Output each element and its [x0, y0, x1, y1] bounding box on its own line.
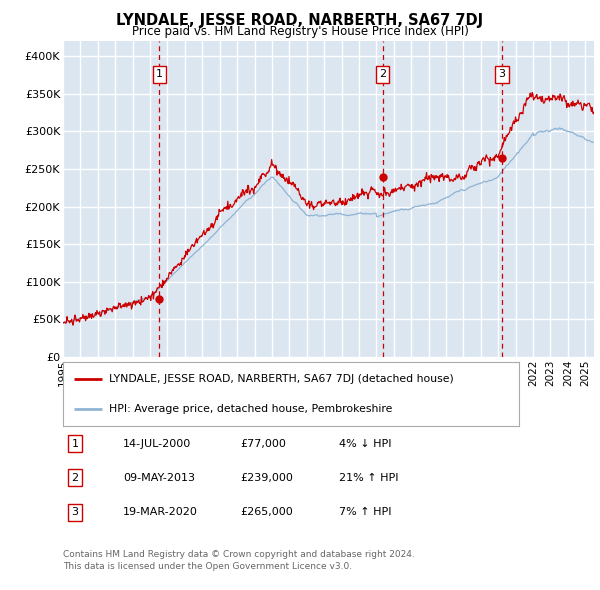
Text: This data is licensed under the Open Government Licence v3.0.: This data is licensed under the Open Gov… [63, 562, 352, 571]
Text: £265,000: £265,000 [240, 507, 293, 517]
Text: 4% ↓ HPI: 4% ↓ HPI [339, 439, 391, 448]
Text: Contains HM Land Registry data © Crown copyright and database right 2024.: Contains HM Land Registry data © Crown c… [63, 550, 415, 559]
Text: 19-MAR-2020: 19-MAR-2020 [123, 507, 198, 517]
Text: 2: 2 [71, 473, 79, 483]
Text: HPI: Average price, detached house, Pembrokeshire: HPI: Average price, detached house, Pemb… [109, 404, 392, 414]
Text: 1: 1 [71, 439, 79, 448]
Text: £77,000: £77,000 [240, 439, 286, 448]
Text: Price paid vs. HM Land Registry's House Price Index (HPI): Price paid vs. HM Land Registry's House … [131, 25, 469, 38]
Text: LYNDALE, JESSE ROAD, NARBERTH, SA67 7DJ: LYNDALE, JESSE ROAD, NARBERTH, SA67 7DJ [116, 13, 484, 28]
Text: 1: 1 [156, 70, 163, 80]
Text: LYNDALE, JESSE ROAD, NARBERTH, SA67 7DJ (detached house): LYNDALE, JESSE ROAD, NARBERTH, SA67 7DJ … [109, 375, 454, 385]
Text: 21% ↑ HPI: 21% ↑ HPI [339, 473, 398, 483]
Text: £239,000: £239,000 [240, 473, 293, 483]
Text: 7% ↑ HPI: 7% ↑ HPI [339, 507, 391, 517]
Text: 3: 3 [499, 70, 506, 80]
Text: 3: 3 [71, 507, 79, 517]
Text: 14-JUL-2000: 14-JUL-2000 [123, 439, 191, 448]
Text: 2: 2 [379, 70, 386, 80]
Text: 09-MAY-2013: 09-MAY-2013 [123, 473, 195, 483]
